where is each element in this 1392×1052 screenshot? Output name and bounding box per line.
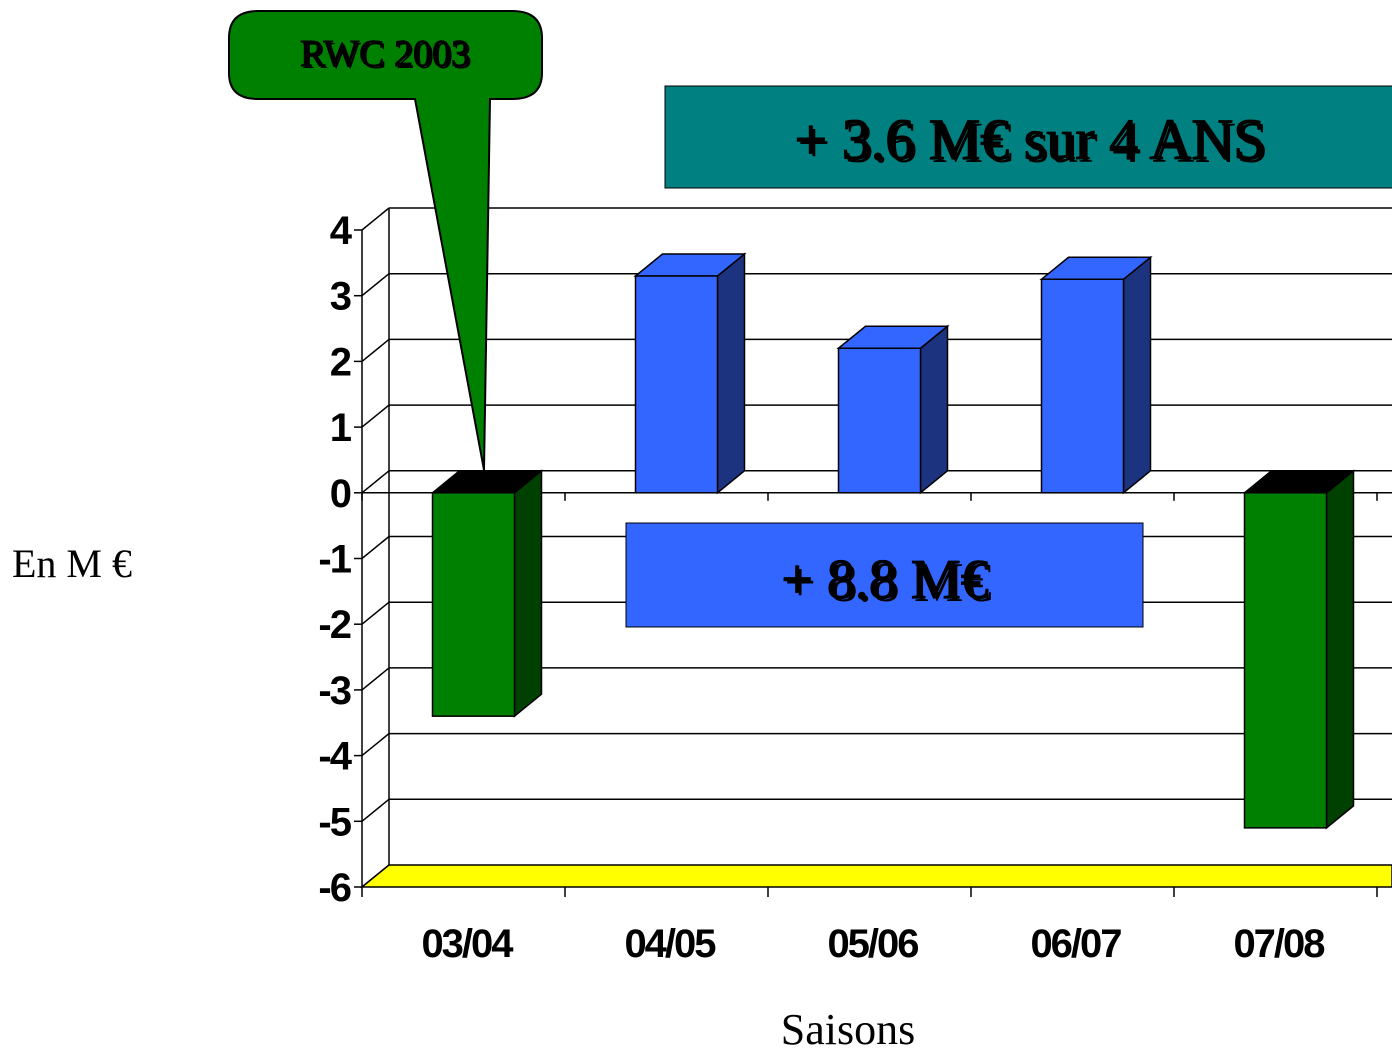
bar-side bbox=[1325, 469, 1355, 830]
bar-side bbox=[1122, 255, 1152, 495]
gridline-side bbox=[361, 798, 390, 822]
x-tick-label: 06/07 bbox=[1030, 922, 1121, 966]
gridline-side bbox=[361, 273, 390, 297]
positive-box: + 8.8 M€ + 8.8 M€ bbox=[625, 522, 1144, 628]
positive-box-text: + 8.8 M€ bbox=[781, 549, 988, 611]
bar-front bbox=[1243, 492, 1328, 829]
floor bbox=[359, 864, 1392, 888]
callout-text: RWC 2003 bbox=[300, 33, 470, 75]
y-tick-label: 0 bbox=[330, 472, 351, 516]
y-tick-label: -6 bbox=[318, 866, 350, 910]
bar bbox=[1039, 255, 1153, 495]
bar-front bbox=[837, 347, 922, 494]
x-tick-label: 03/04 bbox=[421, 922, 514, 966]
x-axis-title: Saisons bbox=[781, 1005, 915, 1052]
bar-side bbox=[716, 252, 746, 495]
y-tick-label: -4 bbox=[318, 735, 352, 779]
gridline-side bbox=[361, 338, 390, 362]
y-tick-label: 3 bbox=[330, 275, 351, 319]
total-box-rect bbox=[664, 85, 1392, 189]
y-tick-label: 4 bbox=[330, 209, 353, 253]
total-box-text-shadow: + 3.6 M€ sur 4 ANS bbox=[798, 110, 1269, 175]
gridline-side bbox=[361, 733, 390, 757]
callout-shape bbox=[228, 10, 543, 471]
gridline-side bbox=[361, 535, 390, 560]
callout-text-shadow: RWC 2003 bbox=[302, 35, 472, 77]
y-tick-label: -5 bbox=[318, 800, 351, 844]
y-tick-label: -1 bbox=[318, 538, 351, 582]
bar-side bbox=[919, 324, 949, 495]
y-tick-labels: 4 3 2 1 0 -1 -2 -3 -4 -5 -6 bbox=[318, 209, 354, 910]
y-tick-label: 2 bbox=[330, 340, 351, 384]
bar bbox=[430, 469, 544, 718]
bar-front bbox=[431, 492, 516, 717]
y-tick-label: 1 bbox=[330, 406, 352, 450]
gridline-side bbox=[361, 470, 390, 494]
x-tick-label: 05/06 bbox=[827, 922, 918, 966]
bars bbox=[430, 252, 1356, 830]
bar bbox=[1242, 469, 1356, 830]
x-tick-labels: 03/04 04/05 05/06 06/07 07/08 bbox=[421, 922, 1327, 966]
x-tick-label: 04/05 bbox=[624, 922, 716, 966]
total-box-text: + 3.6 M€ sur 4 ANS bbox=[795, 107, 1266, 172]
x-tick-label: 07/08 bbox=[1233, 922, 1325, 966]
total-box: + 3.6 M€ sur 4 ANS + 3.6 M€ sur 4 ANS bbox=[664, 85, 1392, 189]
bar bbox=[633, 252, 747, 495]
y-tick-label: -2 bbox=[318, 603, 350, 647]
bar-side bbox=[513, 469, 543, 718]
gridline-side bbox=[361, 667, 390, 691]
gridline-side bbox=[361, 601, 390, 625]
gridline-side bbox=[361, 404, 390, 428]
positive-box-text-shadow: + 8.8 M€ bbox=[784, 552, 991, 614]
bar-front bbox=[1040, 278, 1125, 494]
positive-box-rect bbox=[625, 522, 1144, 628]
bar bbox=[836, 324, 950, 495]
gridline-side bbox=[361, 207, 390, 231]
y-tick-label: -3 bbox=[318, 669, 350, 713]
bar-front bbox=[634, 275, 719, 494]
y-axis-title: En M € bbox=[12, 541, 132, 586]
rwc-callout: RWC 2003 RWC 2003 bbox=[228, 10, 543, 471]
